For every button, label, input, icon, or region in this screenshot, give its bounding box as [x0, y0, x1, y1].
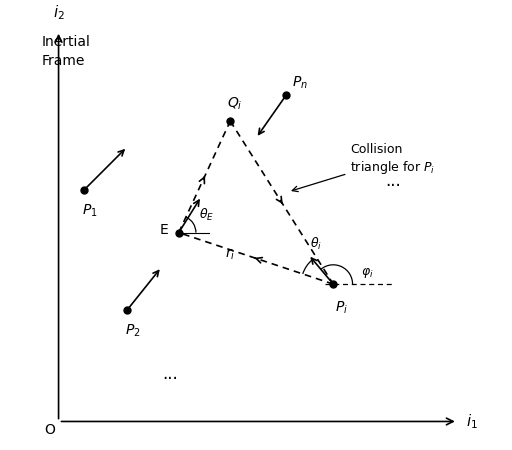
Text: $\theta_E$: $\theta_E$ — [199, 207, 215, 223]
Text: $Q_i$: $Q_i$ — [227, 95, 242, 112]
Text: $P_i$: $P_i$ — [335, 299, 349, 315]
Text: O: O — [45, 423, 55, 437]
Text: $P_1$: $P_1$ — [82, 202, 98, 219]
Text: ...: ... — [162, 365, 178, 383]
Text: $\theta_i$: $\theta_i$ — [310, 236, 322, 252]
Text: E: E — [159, 224, 168, 238]
Text: Inertial
Frame: Inertial Frame — [41, 35, 90, 68]
Text: $r_i$: $r_i$ — [225, 247, 236, 262]
Text: $P_n$: $P_n$ — [292, 75, 308, 91]
Text: $P_2$: $P_2$ — [125, 323, 141, 339]
Text: ...: ... — [386, 172, 401, 190]
Text: $\varphi_i$: $\varphi_i$ — [361, 266, 374, 280]
Text: $i_1$: $i_1$ — [466, 412, 478, 431]
Text: $i_2$: $i_2$ — [53, 4, 65, 23]
Text: Collision
triangle for $P_i$: Collision triangle for $P_i$ — [292, 144, 436, 192]
